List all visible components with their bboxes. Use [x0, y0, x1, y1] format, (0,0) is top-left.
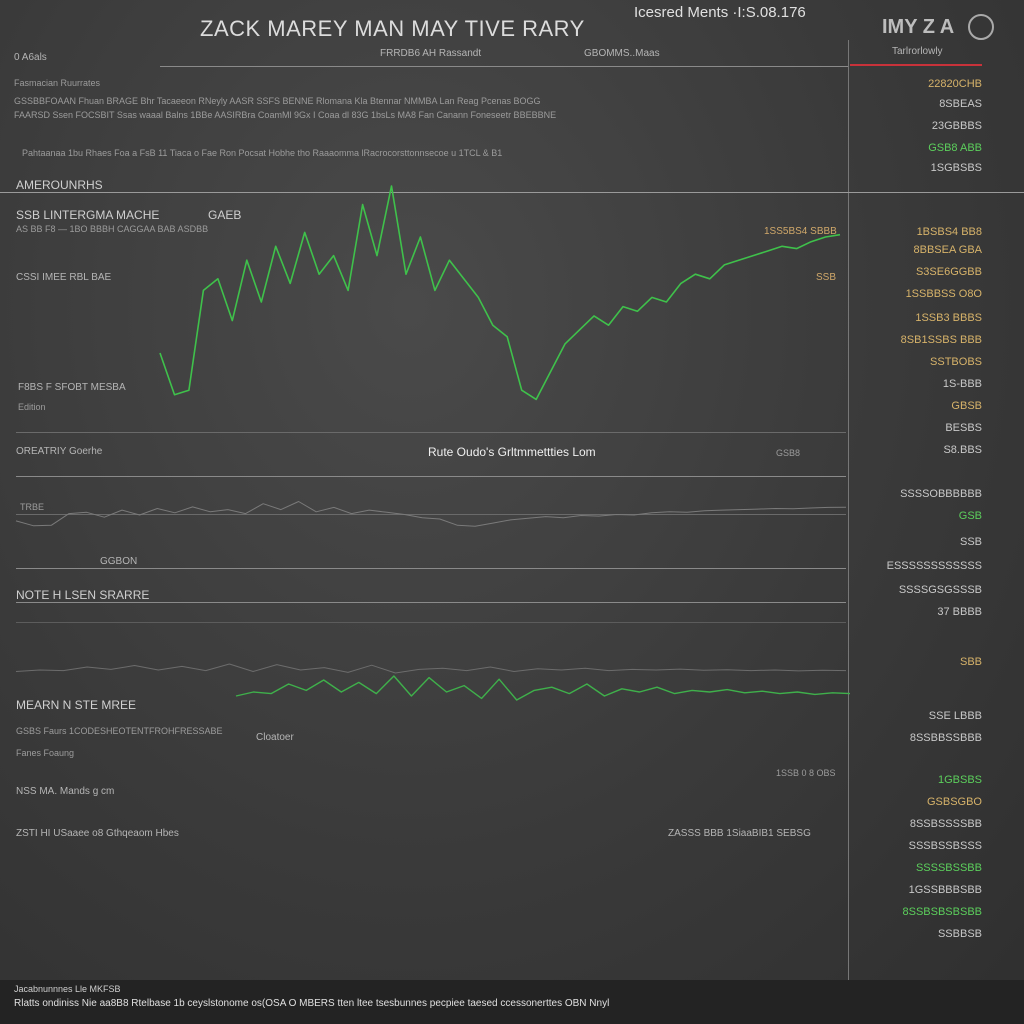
right-value: ESSSSSSSSSSSS — [886, 560, 982, 572]
right-value: 8BBSEA GBA — [913, 244, 982, 256]
right-value: SBB — [959, 656, 982, 668]
divider — [16, 602, 846, 603]
divider — [16, 432, 846, 433]
section-label: GGBON — [100, 556, 138, 567]
footer-line-2: Rlatts ondiniss Nie aa8B8 Rtelbase 1b ce… — [14, 998, 610, 1009]
sub-left-label: 0 A6als — [14, 52, 47, 63]
right-value: SSB — [959, 536, 982, 548]
section-label: ZSTI HI USaaee o8 Gthqeaom Hbes — [16, 828, 179, 839]
divider — [16, 622, 846, 623]
divider — [16, 514, 846, 515]
right-value: 22820CHB — [928, 78, 982, 90]
right-value: 8SSBSBSBSBB — [902, 906, 983, 918]
section-label: AMEROUNRHS — [16, 178, 103, 192]
sub-left-label-2: Fasmacian Ruurrates — [14, 78, 101, 88]
mid-right-label: 1SS5BS4 SBBB — [764, 226, 837, 237]
info-line-2: FAARSD Ssen FOCSBIT Ssas waaal Balns 1BB… — [14, 110, 557, 120]
section-label: F8BS F SFOBT MESBA — [18, 382, 126, 393]
settings-icon[interactable] — [968, 14, 994, 40]
section-sub: Fanes Foaung — [16, 748, 75, 758]
section-right-label: ZASSS BBB 1SiaaBIB1 SEBSG — [668, 828, 811, 839]
footer-bar — [0, 980, 1024, 1024]
series-line-faint — [15, 501, 847, 527]
right-value: 37 BBBB — [937, 606, 982, 618]
series-line-faint — [15, 663, 847, 674]
center-label: Rute Oudo's Grltmmettties Lom — [428, 445, 596, 459]
series-line-lower — [235, 675, 851, 701]
right-value: 1GBSBS — [937, 774, 982, 786]
section-sub: Edition — [18, 402, 46, 412]
strip-label: GSB8 — [776, 448, 801, 458]
right-value: GSB8 ABB — [928, 142, 982, 154]
right-panel-border — [848, 40, 849, 1010]
right-value: GBSB — [951, 400, 982, 412]
tab-right[interactable]: Tarlrorlowly — [892, 46, 943, 57]
section-sub: GSBS Faurs 1CODESHEOTENTFROHFRESSABE — [16, 726, 223, 736]
right-value: 1SGBSBS — [930, 162, 982, 174]
mid-right-label: SSB — [816, 272, 837, 283]
right-value: 8SSBBSSBBB — [909, 732, 982, 744]
section-label: CSSI IMEE RBL BAE — [16, 272, 112, 283]
tab-underline — [850, 64, 982, 66]
right-value: SSSSBSSBB — [915, 862, 982, 874]
right-value: GSB — [958, 510, 982, 522]
divider — [0, 192, 1024, 193]
section-title: MEARN N STE MREE — [16, 698, 137, 712]
section-value: GAEB — [208, 208, 242, 222]
divider — [16, 476, 846, 477]
right-value: SSSBSSBSSS — [908, 840, 982, 852]
tab-red[interactable]: FRRDB6 AH Rassandt — [380, 48, 482, 59]
info-line-1: GSSBBFOAAN Fhuan BRAGE Bhr Tacaeeon RNey… — [14, 96, 541, 106]
tab-mid[interactable]: GBOMMS..Maas — [584, 48, 660, 59]
right-value: 1SSB3 BBBS — [915, 312, 982, 324]
right-value: 1S-BBB — [942, 378, 982, 390]
footer-line-1: Jacabnunnnes Lle MKFSB — [14, 984, 121, 994]
section-label: TRBE — [20, 502, 45, 512]
page-title: ZACK MAREY MAN MAY TIVE RARY — [200, 16, 585, 41]
right-value: SSBBSB — [937, 928, 982, 940]
right-value: SSSSOBBBBBB — [900, 488, 982, 500]
right-value: SSTBOBS — [930, 356, 982, 368]
brand-logo: IMY Z A — [882, 16, 955, 38]
right-value: S8.BBS — [943, 444, 982, 456]
section-label: OREATRIY Goerhe — [16, 446, 103, 457]
right-value: SSSSGSGSSSB — [898, 584, 982, 596]
right-value: 23GBBBS — [931, 120, 982, 132]
series-line-main — [159, 185, 841, 401]
divider — [16, 568, 846, 569]
section-title: SSB LINTERGMA MACHE — [16, 208, 160, 222]
divider — [160, 66, 848, 67]
right-value: 8SBEAS — [939, 98, 982, 110]
section-label: NSS MA. Mands g cm — [16, 786, 115, 797]
right-value: 8SB1SSBS BBB — [900, 334, 982, 346]
ticker-readout: Icesred Ments ·I:S.08.176 — [634, 4, 806, 21]
right-value: BESBS — [945, 422, 982, 434]
right-value: 1SSBBSS O8O — [905, 288, 982, 300]
right-value: SSE LBBB — [928, 710, 982, 722]
section-mid-label: Cloatoer — [256, 732, 294, 743]
right-value: 8SSBSSSSBB — [909, 818, 982, 830]
strip-label: 1SSB 0 8 OBS — [776, 768, 836, 778]
right-value: 1BSBS4 BB8 — [916, 226, 982, 238]
right-value: GSBSGBO — [926, 796, 982, 808]
section-sub: AS BB F8 — 1BO BBBH CAGGAA BAB ASDBB — [16, 224, 209, 234]
right-value: S3SE6GGBB — [915, 266, 982, 278]
info-line-3: Pahtaanaa 1bu Rhaes Foa a FsB 11 Tiaca o… — [22, 148, 503, 158]
section-title: NOTE H LSEN SRARRE — [16, 588, 150, 602]
right-value: 1GSSBBBSBB — [908, 884, 982, 896]
